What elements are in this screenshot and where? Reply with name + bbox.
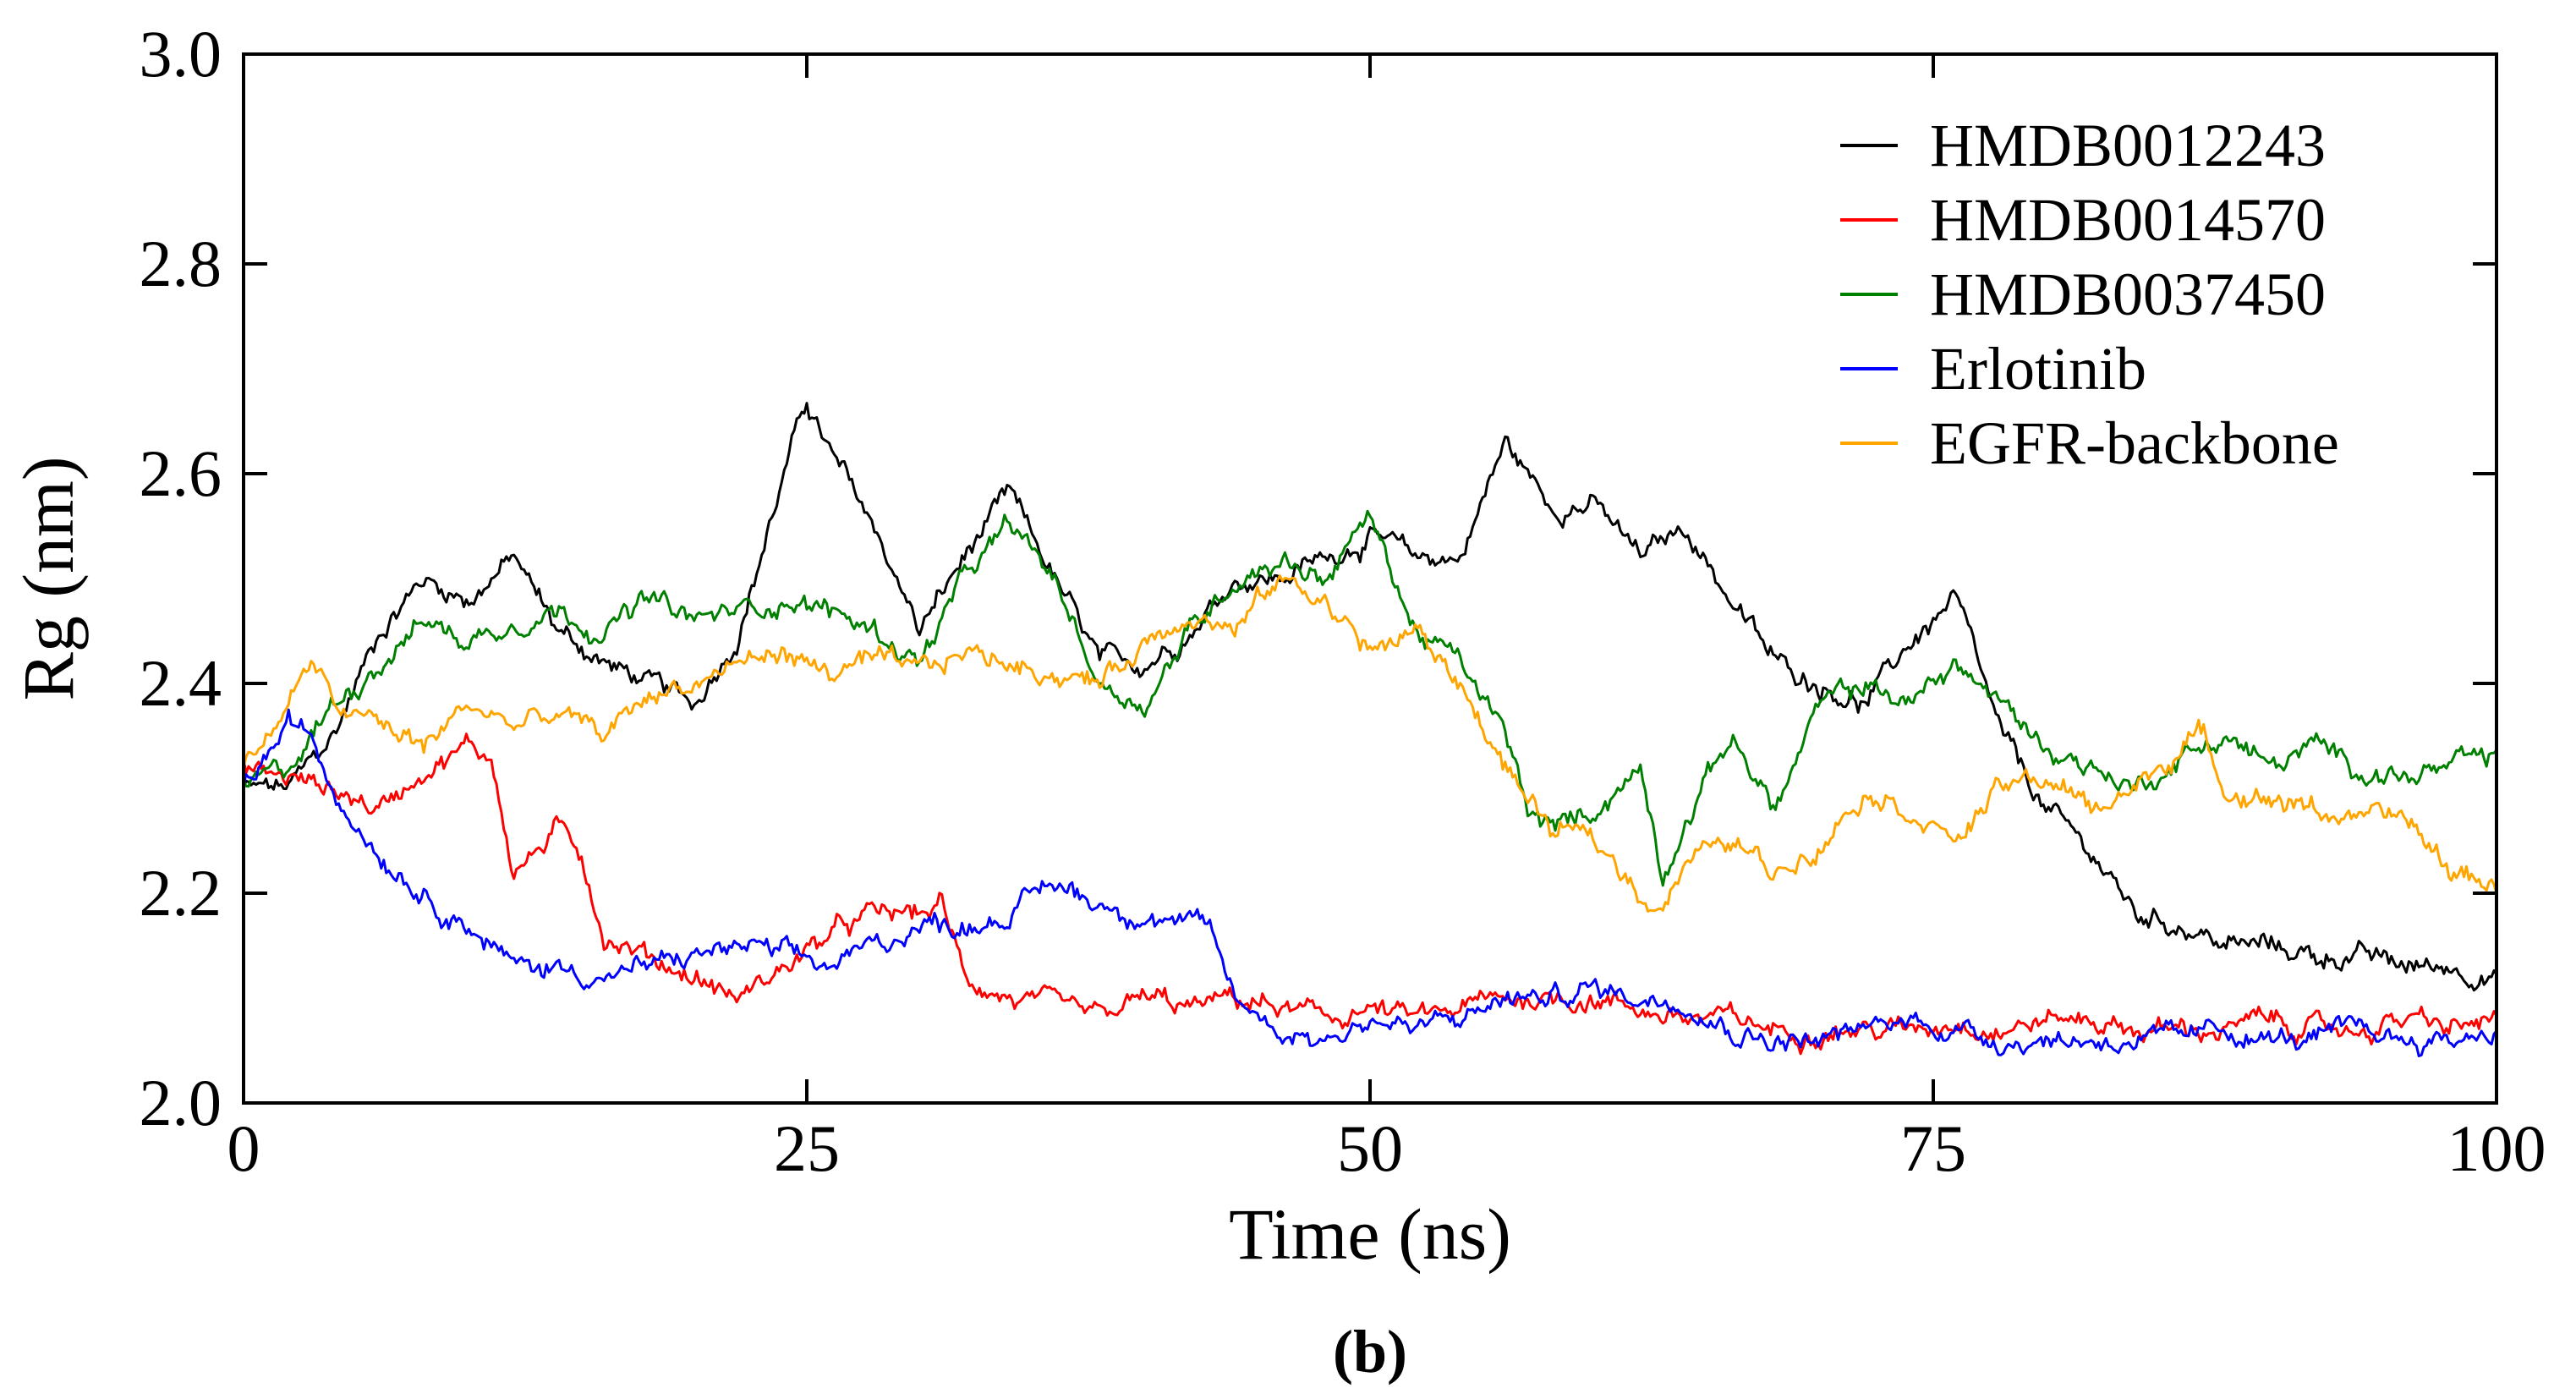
series-line-erlotinib — [242, 708, 2498, 1057]
figure-caption: (b) — [1333, 1318, 1407, 1385]
legend-label-hmdb0012243: HMDB0012243 — [1930, 112, 2326, 179]
x-tick-label: 50 — [1337, 1111, 1403, 1185]
legend-label-erlotinib: Erlotinib — [1930, 335, 2146, 403]
x-tick-label: 75 — [1900, 1111, 1966, 1185]
plot-frame — [242, 52, 2498, 1105]
series-layer — [242, 402, 2498, 1057]
x-axis-label: Time (ns) — [1229, 1193, 1511, 1275]
series-line-hmdb0012243 — [242, 402, 2498, 992]
y-tick-label: 3.0 — [140, 17, 222, 91]
x-tick-label: 25 — [774, 1111, 840, 1185]
y-tick-label: 2.8 — [140, 227, 222, 300]
legend-label-hmdb0037450: HMDB0037450 — [1930, 261, 2326, 328]
legend: HMDB0012243 HMDB0014570 HMDB0037450 Erlotin… — [1840, 112, 2339, 477]
series-line-egfr-backbone — [242, 574, 2498, 913]
y-tick-label: 2.0 — [140, 1066, 222, 1139]
y-axis-label: Rg (nm) — [8, 456, 89, 700]
y-tick-label: 2.6 — [140, 436, 222, 510]
x-tick-label: 0 — [227, 1111, 260, 1185]
y-tick-label: 2.4 — [140, 646, 222, 720]
label-layer: Time (ns) Rg (nm) (b) 0 25 50 75 100 2.0 2.2 2.… — [8, 17, 2546, 1385]
y-tick-label: 2.2 — [140, 856, 222, 930]
series-line-hmdb0037450 — [242, 509, 2498, 887]
x-tick-label: 100 — [2447, 1111, 2546, 1185]
legend-label-egfr-backbone: EGFR-backbone — [1930, 409, 2339, 477]
legend-label-hmdb0014570: HMDB0014570 — [1930, 186, 2326, 254]
series-line-hmdb0014570 — [242, 732, 2498, 1056]
